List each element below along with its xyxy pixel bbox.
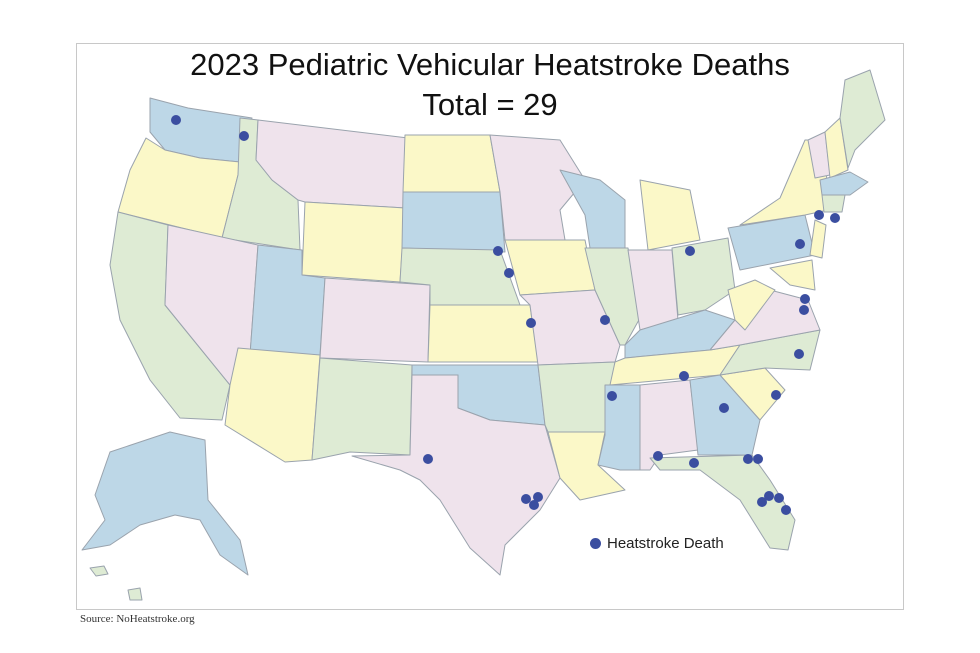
- heatstroke-death-marker: [800, 294, 810, 304]
- state-connecticut[interactable]: [821, 194, 846, 213]
- heatstroke-death-marker: [753, 454, 763, 464]
- heatstroke-death-marker: [679, 371, 689, 381]
- map-title: 2023 Pediatric Vehicular Heatstroke Deat…: [190, 47, 790, 82]
- source-credit: Source: NoHeatstroke.org: [80, 613, 195, 625]
- heatstroke-death-marker: [757, 497, 767, 507]
- heatstroke-death-marker: [526, 318, 536, 328]
- heatstroke-death-marker: [794, 349, 804, 359]
- state-georgia[interactable]: [689, 374, 761, 456]
- heatstroke-death-marker: [781, 505, 791, 515]
- heatstroke-death-marker: [423, 454, 433, 464]
- heatstroke-death-marker: [529, 500, 539, 510]
- state-minnesota[interactable]: [489, 134, 586, 241]
- heatstroke-death-marker: [799, 305, 809, 315]
- heatstroke-death-marker: [774, 493, 784, 503]
- state-new-mexico[interactable]: [311, 357, 413, 461]
- heatstroke-death-marker: [689, 458, 699, 468]
- heatstroke-death-marker: [743, 454, 753, 464]
- state-maryland[interactable]: [769, 259, 816, 291]
- map-legend: Heatstroke Death: [590, 535, 724, 552]
- heatstroke-death-marker: [719, 403, 729, 413]
- legend-marker-icon: [590, 538, 601, 549]
- state-south-dakota[interactable]: [401, 191, 506, 253]
- heatstroke-death-marker: [653, 451, 663, 461]
- heatstroke-death-marker: [493, 246, 503, 256]
- map-subtitle-total: Total = 29: [422, 87, 558, 122]
- state-texas[interactable]: [351, 374, 561, 576]
- state-michigan[interactable]: [639, 179, 701, 251]
- state-maine[interactable]: [839, 69, 886, 169]
- state-north-carolina[interactable]: [719, 329, 821, 376]
- heatstroke-death-marker: [600, 315, 610, 325]
- heatstroke-death-marker: [795, 239, 805, 249]
- legend-label: Heatstroke Death: [607, 535, 724, 552]
- heatstroke-death-marker: [830, 213, 840, 223]
- heatstroke-death-marker: [171, 115, 181, 125]
- state-massachusetts[interactable]: [819, 171, 869, 196]
- state-west-virginia[interactable]: [727, 279, 776, 331]
- state-alaska[interactable]: [81, 431, 249, 576]
- state-florida[interactable]: [649, 454, 796, 551]
- state-new-jersey[interactable]: [809, 219, 827, 259]
- heatstroke-death-marker: [764, 491, 774, 501]
- state-hawaii-big-island[interactable]: [127, 587, 143, 601]
- heatstroke-death-marker: [521, 494, 531, 504]
- heatstroke-death-marker: [533, 492, 543, 502]
- heatstroke-death-marker: [685, 246, 695, 256]
- heatstroke-death-marker: [239, 131, 249, 141]
- heatstroke-death-marker: [814, 210, 824, 220]
- heatstroke-death-marker: [504, 268, 514, 278]
- heatstroke-death-marker: [607, 391, 617, 401]
- state-ohio[interactable]: [671, 237, 736, 316]
- state-hawaii[interactable]: [89, 565, 109, 577]
- heatstroke-death-marker: [771, 390, 781, 400]
